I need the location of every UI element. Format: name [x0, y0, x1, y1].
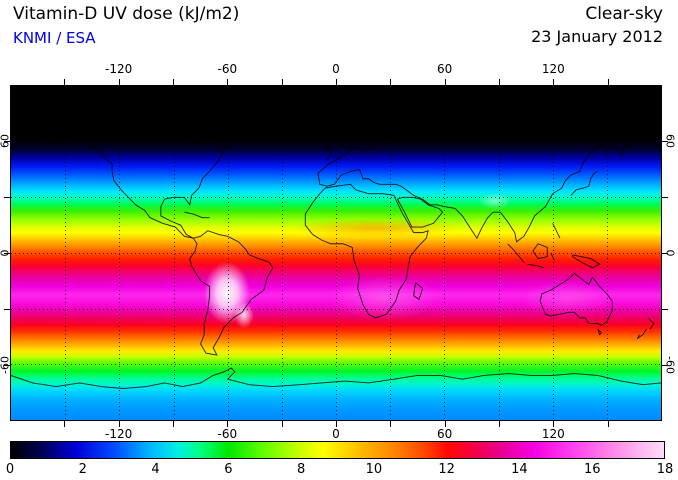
grid-line-latitude: [11, 197, 661, 199]
longitude-tick-label: -120: [105, 62, 133, 76]
longitude-tick-top: [499, 79, 500, 85]
coastline: [317, 168, 402, 187]
latitude-tick-left: [4, 253, 10, 254]
coastline: [236, 107, 298, 143]
coastline: [550, 252, 555, 261]
longitude-tick-top: [64, 79, 66, 85]
coastline: [304, 183, 429, 319]
longitude-tick-label: 60: [437, 427, 453, 441]
grid-line-latitude: [11, 141, 661, 143]
latitude-tick-right: [662, 197, 668, 198]
latitude-tick-left: [4, 309, 10, 310]
grid-line-latitude: [11, 253, 661, 254]
longitude-tick-label: 0: [332, 62, 340, 76]
coastline: [507, 243, 525, 263]
latitude-tick-left: [4, 197, 10, 198]
coastline: [597, 328, 603, 336]
coastline: [32, 122, 227, 239]
coastline: [184, 211, 210, 219]
colorbar-tick-label: 10: [365, 462, 383, 477]
coastline: [11, 367, 661, 389]
latitude-tick-label: -60: [0, 356, 12, 374]
longitude-tick-bottom: [173, 421, 174, 427]
grid-line-latitude: [11, 364, 661, 366]
coastline: [570, 170, 598, 196]
colorbar-gradient: [10, 441, 665, 459]
coastline: [648, 317, 655, 330]
longitude-tick-label: 0: [332, 427, 340, 441]
coastline: [317, 109, 661, 174]
figure-date: 23 January 2012: [531, 27, 663, 46]
world-map-panel: [10, 85, 662, 421]
longitude-tick-label: 120: [541, 427, 565, 441]
colorbar-tick-label: 0: [5, 462, 15, 477]
latitude-tick-right: [662, 253, 668, 254]
figure-credit: KNMI / ESA: [13, 29, 96, 47]
longitude-tick-bottom: [444, 421, 446, 427]
coastline: [572, 254, 601, 269]
longitude-tick-bottom: [118, 421, 120, 427]
latitude-tick-left: [4, 365, 10, 366]
figure-subtitle: Clear-sky: [585, 4, 663, 24]
latitude-tick-right: [662, 309, 668, 310]
colorbar-tick-label: 14: [511, 462, 528, 477]
coastline: [400, 130, 661, 243]
colorbar-tick-label: 6: [224, 462, 233, 477]
longitude-tick-top: [607, 79, 609, 85]
colorbar-tick-label: 8: [296, 462, 306, 477]
longitude-tick-bottom: [607, 421, 609, 427]
longitude-tick-label: -60: [217, 62, 238, 76]
colorbar-tick-label: 16: [583, 462, 601, 477]
longitude-tick-top: [118, 79, 120, 85]
longitude-tick-top: [553, 79, 555, 85]
colorbar-tick-label: 2: [78, 462, 87, 477]
coastline: [397, 196, 444, 228]
coastline: [189, 230, 274, 356]
longitude-tick-label: -120: [105, 427, 133, 441]
coastline: [539, 272, 613, 326]
coastline: [326, 143, 332, 161]
latitude-tick-left: [4, 141, 10, 142]
longitude-tick-bottom: [227, 421, 229, 427]
longitude-tick-bottom: [64, 421, 66, 427]
longitude-tick-top: [444, 79, 446, 85]
longitude-tick-label: 120: [541, 62, 565, 76]
longitude-tick-label: -60: [217, 427, 238, 441]
longitude-tick-top: [281, 79, 283, 85]
latitude-tick-right: [662, 141, 668, 142]
longitude-tick-bottom: [390, 421, 392, 427]
longitude-tick-bottom: [336, 421, 337, 427]
colorbar-tick-label: 12: [438, 462, 455, 477]
coastline: [413, 282, 424, 301]
colorbar-tick-label: 4: [151, 462, 160, 477]
coastline: [532, 243, 548, 260]
longitude-tick-label: 60: [437, 62, 453, 76]
latitude-tick-right: [662, 365, 668, 366]
coastline: [527, 263, 544, 269]
coastline: [344, 120, 387, 146]
colorbar-tick-label: 18: [656, 462, 674, 477]
latitude-tick-label: 0: [663, 249, 677, 257]
coastline: [636, 328, 647, 340]
figure-title: Vitamin-D UV dose (kJ/m2): [13, 4, 240, 24]
latitude-tick-label: 60: [663, 134, 677, 148]
latitude-tick-label: 0: [0, 250, 12, 257]
longitude-tick-bottom: [499, 421, 500, 427]
longitude-tick-top: [390, 79, 392, 85]
latitude-tick-label: 60: [0, 134, 12, 148]
longitude-tick-bottom: [553, 421, 555, 427]
longitude-tick-top: [227, 79, 229, 85]
latitude-tick-label: -60: [663, 356, 677, 374]
coastline: [552, 223, 561, 239]
grid-line-latitude: [11, 308, 661, 310]
longitude-tick-bottom: [281, 421, 283, 427]
longitude-tick-top: [173, 79, 174, 85]
longitude-tick-top: [336, 79, 337, 85]
